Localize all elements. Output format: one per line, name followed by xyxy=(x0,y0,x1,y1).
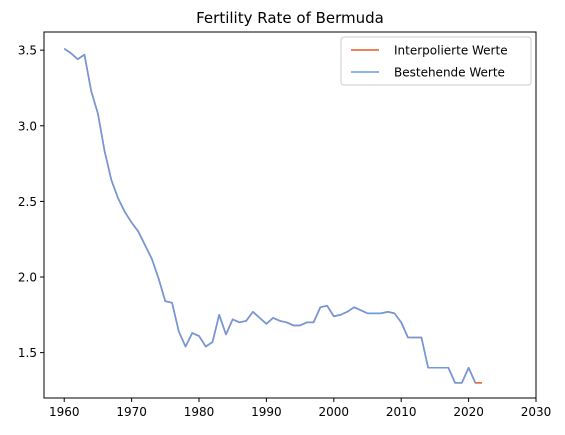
y-tick-label: 3.0 xyxy=(18,119,37,133)
legend-label-interpolated: Interpolierte Werte xyxy=(394,44,508,58)
y-tick-label: 3.5 xyxy=(18,44,37,58)
y-axis: 1.5 2.0 2.5 3.0 3.5 xyxy=(18,44,44,360)
x-tick-label: 1970 xyxy=(116,405,147,419)
x-tick-label: 2010 xyxy=(386,405,417,419)
legend-label-existing: Bestehende Werte xyxy=(394,66,505,80)
x-axis: 1960 1970 1980 1990 2000 2010 2020 2030 xyxy=(49,398,551,419)
x-tick-label: 2020 xyxy=(453,405,484,419)
legend: Interpolierte Werte Bestehende Werte xyxy=(340,36,532,86)
x-tick-label: 1980 xyxy=(184,405,215,419)
series-layer xyxy=(63,47,483,384)
x-tick-label: 1960 xyxy=(49,405,80,419)
series-line-existing xyxy=(63,47,477,384)
x-tick-label: 1990 xyxy=(251,405,282,419)
y-tick-label: 2.5 xyxy=(18,195,37,209)
chart-title: Fertility Rate of Bermuda xyxy=(196,9,384,27)
axes-frame xyxy=(43,31,537,399)
x-tick-label: 2030 xyxy=(521,405,552,419)
y-tick-label: 1.5 xyxy=(18,346,37,360)
y-tick-label: 2.0 xyxy=(18,271,37,285)
x-tick-label: 2000 xyxy=(319,405,350,419)
legend-box xyxy=(340,36,532,86)
